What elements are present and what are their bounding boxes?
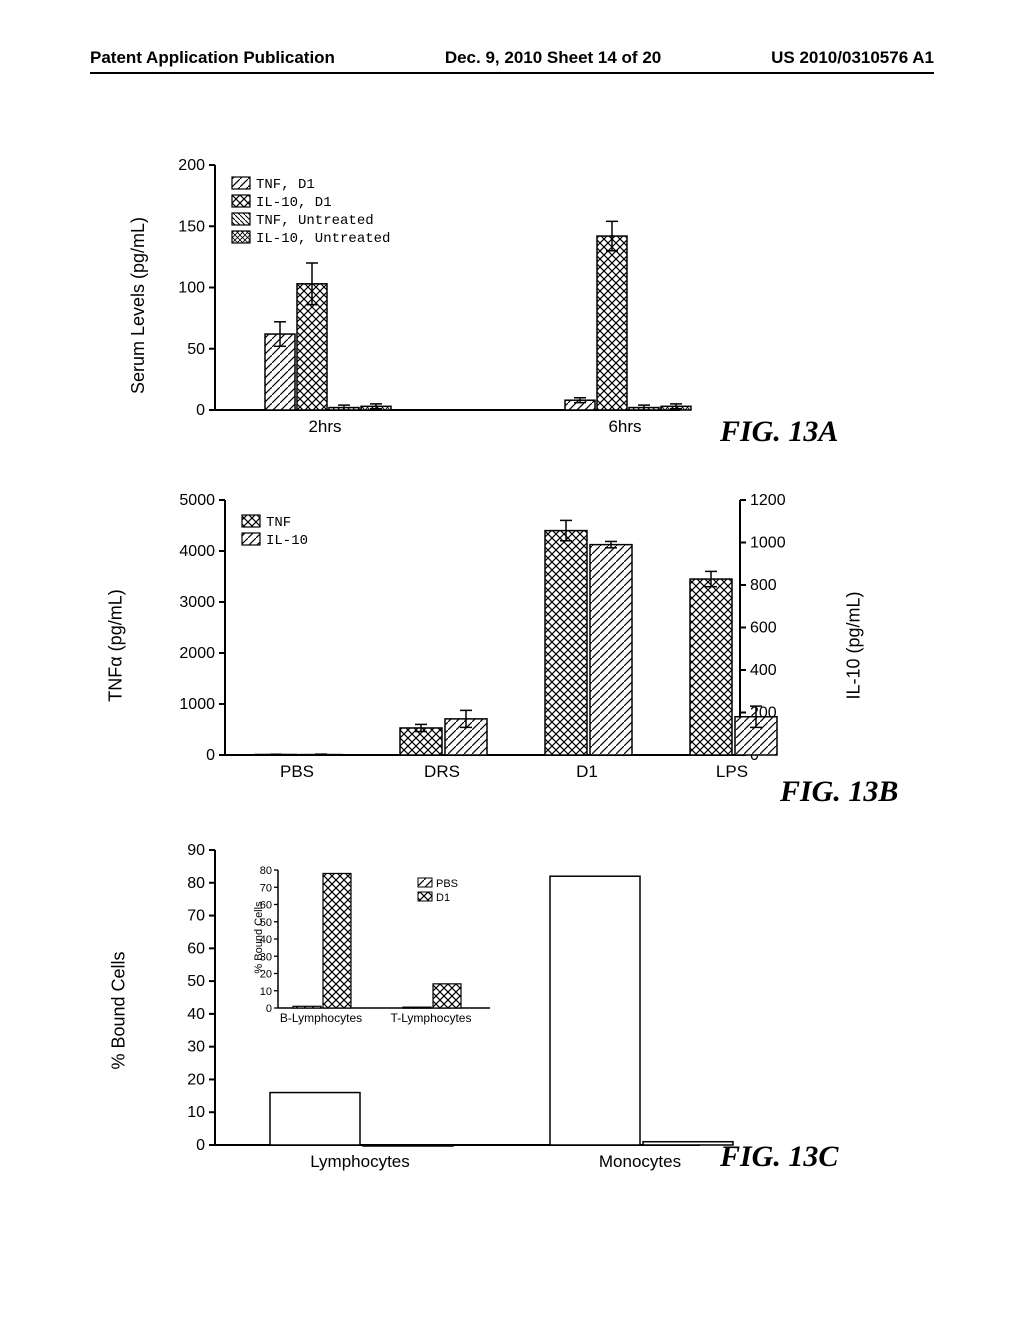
svg-text:PBS: PBS (280, 762, 314, 781)
figure-13b: TNFα (pg/mL) IL-10 (pg/mL) 0100020003000… (160, 490, 900, 800)
chart-13a-svg: 0 50 100 150 200 2hrs 6hrs TNF, D1 IL-10, D1 TNF,… (160, 155, 720, 450)
svg-text:1000: 1000 (179, 696, 215, 713)
svg-text:0: 0 (266, 1003, 272, 1015)
chart-13b-svg: 0100020003000400050000200400600800100012… (160, 490, 790, 800)
header-rule (90, 72, 934, 74)
svg-text:6hrs: 6hrs (608, 417, 641, 436)
svg-text:TNF, Untreated: TNF, Untreated (256, 213, 374, 229)
ylabel-left-13b: TNFα (pg/mL) (106, 589, 127, 701)
svg-text:50: 50 (187, 973, 205, 990)
svg-text:600: 600 (750, 620, 777, 637)
chart-13c-svg: 0 10 20 30 40 50 60 70 80 90 Lymphocytes Monocytes 0… (160, 840, 720, 1180)
svg-text:1000: 1000 (750, 535, 786, 552)
svg-text:70: 70 (260, 882, 272, 894)
svg-text:TNF, D1: TNF, D1 (256, 177, 315, 193)
svg-text:70: 70 (187, 908, 205, 925)
svg-text:20: 20 (187, 1071, 205, 1088)
svg-text:80: 80 (260, 865, 272, 877)
page-header: Patent Application Publication Dec. 9, 2… (0, 48, 1024, 68)
svg-text:Lymphocytes: Lymphocytes (310, 1152, 410, 1171)
svg-text:B-Lymphocytes: B-Lymphocytes (280, 1011, 362, 1025)
fig-label-13c: FIG. 13C (720, 1140, 838, 1174)
svg-text:3000: 3000 (179, 594, 215, 611)
svg-text:10: 10 (260, 986, 272, 998)
svg-text:10: 10 (187, 1104, 205, 1121)
header-left: Patent Application Publication (90, 48, 335, 68)
svg-text:TNF: TNF (266, 515, 291, 531)
svg-text:D1: D1 (436, 892, 450, 904)
figure-13a: Serum Levels (pg/mL) 0501001502002hrs6hr… (160, 155, 860, 450)
svg-text:4000: 4000 (179, 543, 215, 560)
fig-label-13a: FIG. 13A (720, 415, 838, 449)
svg-text:DRS: DRS (424, 762, 460, 781)
svg-text:60: 60 (187, 940, 205, 957)
svg-text:% Bound Cells: % Bound Cells (253, 901, 265, 974)
svg-text:400: 400 (750, 662, 777, 679)
fig-label-13b: FIG. 13B (780, 775, 898, 809)
svg-text:LPS: LPS (716, 762, 748, 781)
svg-text:2hrs: 2hrs (308, 417, 341, 436)
svg-text:200: 200 (178, 157, 205, 174)
svg-text:D1: D1 (576, 762, 598, 781)
svg-text:0: 0 (196, 402, 205, 419)
svg-text:IL-10, Untreated: IL-10, Untreated (256, 231, 390, 247)
ylabel-13a: Serum Levels (pg/mL) (128, 217, 149, 394)
svg-text:IL-10: IL-10 (266, 533, 308, 549)
header-right: US 2010/0310576 A1 (771, 48, 934, 68)
svg-text:40: 40 (187, 1006, 205, 1023)
svg-text:80: 80 (187, 875, 205, 892)
header-center: Dec. 9, 2010 Sheet 14 of 20 (445, 48, 661, 68)
svg-text:50: 50 (187, 341, 205, 358)
svg-text:Monocytes: Monocytes (599, 1152, 681, 1171)
svg-text:1200: 1200 (750, 492, 786, 509)
ylabel-right-13b: IL-10 (pg/mL) (844, 591, 865, 699)
svg-text:T-Lymphocytes: T-Lymphocytes (391, 1011, 472, 1025)
ylabel-13c: % Bound Cells (109, 951, 130, 1069)
svg-text:0: 0 (196, 1137, 205, 1154)
svg-text:800: 800 (750, 577, 777, 594)
svg-text:5000: 5000 (179, 492, 215, 509)
svg-text:100: 100 (178, 280, 205, 297)
svg-text:2000: 2000 (179, 645, 215, 662)
svg-text:IL-10, D1: IL-10, D1 (256, 195, 332, 211)
svg-text:0: 0 (206, 747, 215, 764)
figure-13c: % Bound Cells 0 10 20 30 40 50 60 70 80 90 Lymphoc… (160, 840, 860, 1180)
svg-text:90: 90 (187, 842, 205, 859)
svg-text:PBS: PBS (436, 878, 458, 890)
svg-text:30: 30 (187, 1039, 205, 1056)
svg-text:150: 150 (178, 218, 205, 235)
